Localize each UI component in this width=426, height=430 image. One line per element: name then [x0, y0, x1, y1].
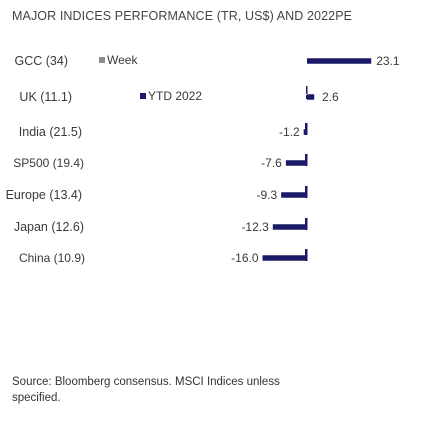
ytd-bar-cap: [305, 123, 308, 135]
data-label: 2.6: [322, 90, 339, 104]
data-label: -16.0: [231, 251, 259, 265]
source-note: Source: Bloomberg consensus. MSCI Indice…: [12, 376, 280, 404]
ytd-bar-cap: [306, 86, 308, 94]
ytd-bar: [281, 192, 307, 198]
ytd-bar: [285, 160, 307, 166]
data-label: -7.6: [261, 156, 282, 170]
ytd-bar-cap: [305, 154, 308, 166]
ytd-bar: [307, 58, 372, 64]
category-label: Japan (12.6): [14, 220, 84, 234]
legend-ytd-swatch: [140, 93, 146, 99]
legend-week-label: Week: [107, 53, 138, 67]
category-label: Europe (13.4): [6, 188, 82, 202]
chart-title: MAJOR INDICES PERFORMANCE (TR, US$) AND …: [12, 9, 353, 23]
legend-ytd-label: YTD 2022: [148, 89, 202, 103]
category-label: UK (11.1): [19, 90, 72, 104]
legend-week-swatch: [99, 57, 105, 63]
data-label: -9.3: [256, 188, 277, 202]
category-label: SP500 (19.4): [13, 156, 84, 170]
ytd-bar: [272, 224, 307, 230]
category-label: GCC (34): [15, 54, 68, 68]
category-label: India (21.5): [19, 125, 82, 139]
data-label: -12.3: [241, 220, 269, 234]
ytd-bar-cap: [305, 218, 308, 230]
bar-chart: GCC (34) 23.1 UK (11.1) 2.6 India (21.5) -1.2…: [6, 53, 400, 265]
data-label: 23.1: [376, 54, 400, 68]
ytd-marker: [306, 95, 311, 99]
ytd-bar: [262, 255, 307, 261]
category-label: China (10.9): [19, 251, 85, 265]
ytd-bar-cap: [305, 249, 308, 261]
data-label: -1.2: [279, 125, 300, 139]
ytd-bar-cap: [305, 186, 308, 198]
